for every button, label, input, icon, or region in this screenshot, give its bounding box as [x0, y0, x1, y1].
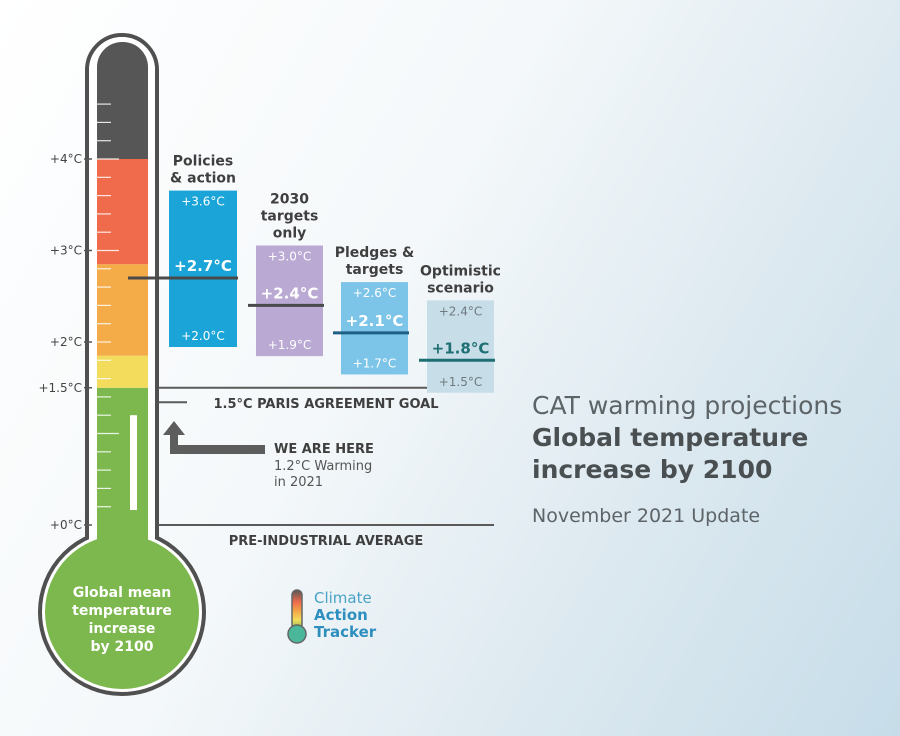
- thermometer-band: [97, 42, 148, 159]
- scenario-name-line: Pledges &: [335, 245, 415, 261]
- y-tick-label: +0°C: [50, 518, 82, 532]
- scenario-name-line: & action: [170, 171, 236, 187]
- y-tick-label: +3°C: [50, 244, 82, 258]
- thermometer-logo-icon: [287, 589, 307, 644]
- low-estimate-label: +1.7°C: [353, 356, 397, 370]
- scenario-name-line: Optimistic: [420, 263, 501, 279]
- update-date: November 2021 Update: [532, 505, 761, 527]
- thermometer-band: [97, 159, 148, 265]
- thermometer-band: [97, 264, 148, 356]
- scenario-name-line: scenario: [427, 280, 494, 296]
- central-estimate-label: +2.1°C: [346, 312, 404, 330]
- scenario-bar: [427, 300, 494, 393]
- y-tick-label: +4°C: [50, 152, 82, 166]
- we-are-here-label: WE ARE HERE: [274, 442, 374, 457]
- thermometer-bands: [97, 42, 148, 600]
- logo-word-climate: Climate: [314, 589, 372, 607]
- thermometer-band: [97, 355, 148, 388]
- bulb-label-line: by 2100: [91, 639, 154, 655]
- scenario-bar: [341, 282, 408, 375]
- reference-line-label: PRE-INDUSTRIAL AVERAGE: [229, 534, 424, 549]
- logo-word-action: Action: [314, 606, 368, 624]
- central-estimate-label: +2.7°C: [174, 257, 232, 275]
- high-estimate-label: +2.6°C: [353, 286, 397, 300]
- low-estimate-label: +1.9°C: [268, 338, 312, 352]
- bulb-label-line: temperature: [72, 603, 172, 619]
- scenario-name-line: only: [273, 226, 307, 242]
- y-tick-label: +1.5°C: [38, 381, 82, 395]
- bulb-label-line: increase: [89, 621, 156, 637]
- current-arrow-head: [163, 421, 185, 435]
- reference-line-label: 1.5°C PARIS AGREEMENT GOAL: [213, 397, 438, 412]
- central-estimate-label: +2.4°C: [261, 284, 319, 302]
- chart-kicker: CAT warming projections: [532, 391, 843, 420]
- high-estimate-label: +3.0°C: [268, 250, 312, 264]
- scenario-bar: [169, 190, 237, 347]
- current-arrow-shaft: [170, 434, 265, 454]
- scenario-name-line: 2030: [270, 192, 309, 208]
- chart-title: Global temperature increase by 2100: [532, 423, 809, 484]
- info-block: CAT warming projections Global temperatu…: [532, 390, 892, 528]
- bulb-label-line: Global mean: [73, 585, 172, 601]
- central-estimate-label: +1.8°C: [432, 339, 490, 357]
- scenario-name-line: Policies: [173, 154, 233, 170]
- high-estimate-label: +3.6°C: [181, 195, 225, 209]
- scenario-name-line: targets: [261, 209, 319, 225]
- thermometer-minor-ticks: [97, 103, 119, 508]
- current-level-bar: [130, 415, 137, 527]
- high-estimate-label: +2.4°C: [439, 304, 483, 318]
- scenario-name-line: targets: [346, 262, 404, 278]
- logo-word-tracker: Tracker: [314, 623, 377, 641]
- low-estimate-label: +1.5°C: [439, 375, 483, 389]
- low-estimate-label: +2.0°C: [181, 329, 225, 343]
- y-tick-label: +2°C: [50, 335, 82, 349]
- cat-logo: Climate Action Tracker: [284, 588, 404, 648]
- thermometer-bulb: [45, 535, 199, 689]
- we-are-here-sub: 1.2°C Warming: [274, 459, 372, 474]
- scenario-bar: [256, 245, 323, 357]
- we-are-here-sub: in 2021: [274, 475, 323, 490]
